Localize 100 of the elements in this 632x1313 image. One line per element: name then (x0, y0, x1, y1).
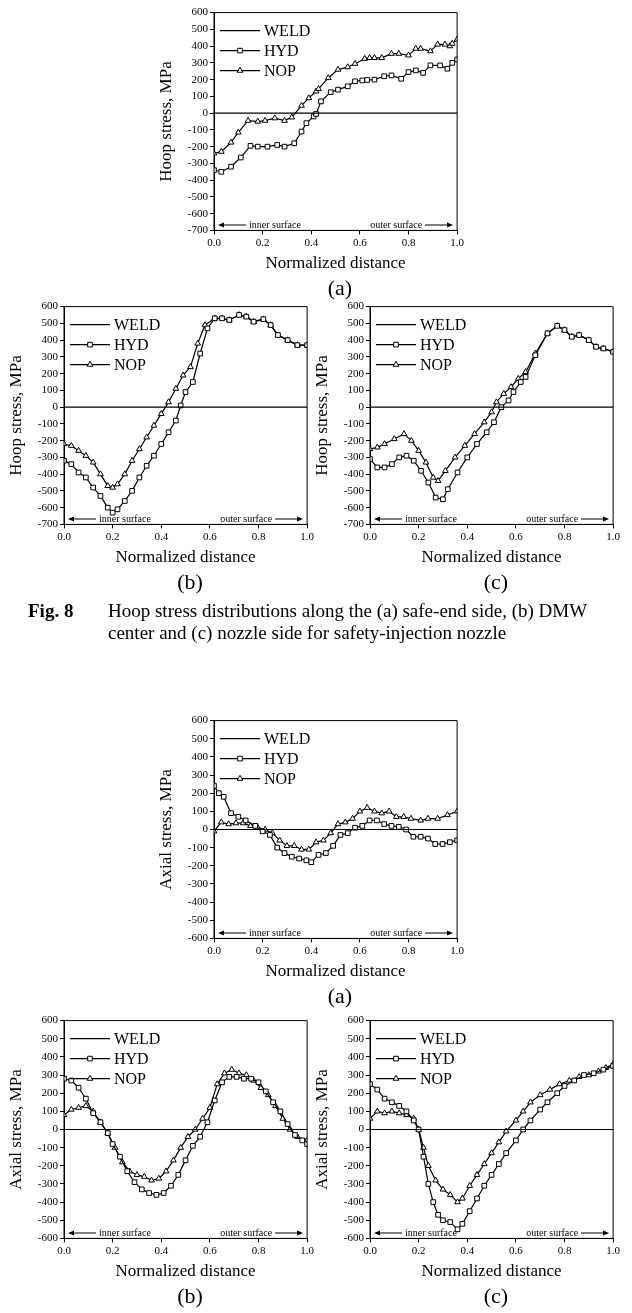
y-tick-label: -200 (187, 139, 209, 152)
legend-label: WELD (114, 315, 161, 333)
x-tick-label: 0.2 (255, 235, 270, 248)
x-tick-label: 0.0 (57, 529, 72, 542)
text: (c) (482, 569, 510, 594)
text: (a) (326, 983, 354, 1008)
y-tick-label: 0 (358, 1122, 365, 1135)
y-tick-label: -300 (37, 450, 59, 463)
x-tick-label: 0.8 (401, 235, 416, 248)
legend-label: HYD (114, 1049, 149, 1067)
x-tick-label: 1.0 (450, 943, 465, 956)
x-tick-label: 1.0 (300, 529, 315, 542)
y-tick-label: 400 (347, 333, 365, 345)
legend-label: NOP (114, 1069, 147, 1087)
y-tick-label: -400 (187, 173, 209, 186)
y-tick-label: 500 (191, 731, 209, 744)
y-tick-label: 300 (191, 767, 209, 780)
legend-label: HYD (114, 335, 149, 353)
y-tick-label: 400 (191, 749, 209, 762)
x-axis-title: Normalized distance (115, 1261, 256, 1281)
x-tick-label: 0.6 (353, 235, 368, 248)
legend-label: HYD (420, 1049, 455, 1067)
x-tick-label: 0.8 (251, 529, 266, 542)
y-tick-label: 500 (41, 1031, 59, 1044)
text: (b) (176, 1283, 204, 1308)
y-axis-title: Axial stress, MPa (311, 1068, 331, 1190)
x-tick-label: 1.0 (606, 529, 621, 542)
x-axis-title: Normalized distance (115, 547, 256, 567)
x-tick-label: 0.4 (304, 235, 319, 248)
legend-label: HYD (264, 41, 299, 59)
annotation: inner surface (405, 513, 458, 525)
y-tick-label: 600 (191, 713, 209, 726)
y-tick-label: -600 (187, 206, 209, 219)
x-tick-label: 1.0 (450, 235, 465, 248)
x-tick-label: 0.6 (203, 529, 218, 542)
x-tick-label: 0.8 (557, 1243, 572, 1256)
y-tick-label: -500 (343, 1213, 365, 1226)
text: (b) (176, 569, 204, 594)
y-tick-label: 100 (191, 804, 209, 817)
annotation: inner surface (405, 1227, 458, 1239)
y-tick-label: 400 (41, 1049, 59, 1062)
x-tick-label: 1.0 (606, 1243, 621, 1256)
y-tick-label: -300 (187, 876, 209, 889)
legend-label: WELD (114, 1029, 161, 1047)
y-tick-label: -500 (343, 483, 365, 496)
legend-label: WELD (264, 729, 311, 747)
x-tick-label: 0.4 (460, 1243, 475, 1256)
x-axis-title: Normalized distance (265, 253, 406, 273)
x-tick-label: 0.0 (207, 943, 222, 956)
annotation: outer surface (526, 1227, 579, 1239)
y-tick-label: 300 (41, 349, 59, 362)
annotation: outer surface (220, 1227, 273, 1239)
y-tick-label: -400 (37, 467, 59, 480)
y-tick-label: 300 (191, 55, 209, 68)
y-axis-title: Axial stress, MPa (155, 768, 175, 890)
y-axis-title: Axial stress, MPa (5, 1068, 25, 1190)
y-tick-label: -300 (343, 450, 365, 463)
y-tick-label: -100 (343, 416, 365, 429)
x-tick-label: 0.8 (251, 1243, 266, 1256)
legend-label: HYD (420, 335, 455, 353)
y-tick-label: 200 (41, 366, 59, 379)
x-tick-label: 1.0 (300, 1243, 315, 1256)
y-tick-label: 500 (347, 1031, 365, 1044)
y-tick-label: 100 (191, 89, 209, 102)
x-tick-label: 0.4 (460, 529, 475, 542)
x-tick-label: 0.2 (411, 1243, 426, 1256)
annotation: inner surface (249, 219, 302, 231)
y-tick-label: -400 (187, 894, 209, 907)
x-tick-label: 0.0 (207, 235, 222, 248)
y-tick-label: -700 (343, 517, 365, 530)
text: Hoop stress distributions along the (a) safe-end side, (b) DMW center and (c) nozzle side for safety-injection nozzle (108, 600, 588, 644)
x-tick-label: 0.6 (353, 943, 368, 956)
x-tick-label: 0.6 (203, 1243, 218, 1256)
x-tick-label: 0.4 (154, 529, 169, 542)
y-tick-label: 600 (191, 5, 209, 18)
text: Fig. 8 (28, 600, 75, 623)
y-tick-label: 200 (41, 1086, 59, 1099)
x-tick-label: 0.2 (105, 1243, 120, 1256)
y-tick-label: -500 (37, 1213, 59, 1226)
y-tick-label: -700 (37, 517, 59, 530)
y-tick-label: 100 (347, 1104, 365, 1117)
y-tick-label: 600 (347, 1013, 365, 1026)
y-tick-label: 0 (202, 106, 209, 119)
x-tick-label: 0.0 (363, 1243, 378, 1256)
y-tick-label: 100 (41, 1104, 59, 1117)
y-tick-label: 200 (347, 366, 365, 379)
y-tick-label: 500 (347, 316, 365, 329)
legend-label: NOP (114, 355, 147, 373)
legend-label: NOP (420, 355, 453, 373)
y-tick-label: -400 (37, 1194, 59, 1207)
x-tick-label: 0.8 (401, 943, 416, 956)
legend-label: WELD (420, 315, 467, 333)
legend-label: WELD (420, 1029, 467, 1047)
text: (a) (326, 275, 354, 300)
y-tick-label: -400 (343, 1194, 365, 1207)
legend-label: WELD (264, 21, 311, 39)
x-tick-label: 0.0 (363, 529, 378, 542)
x-tick-label: 0.4 (304, 943, 319, 956)
y-tick-label: 500 (41, 316, 59, 329)
y-tick-label: 400 (41, 333, 59, 345)
